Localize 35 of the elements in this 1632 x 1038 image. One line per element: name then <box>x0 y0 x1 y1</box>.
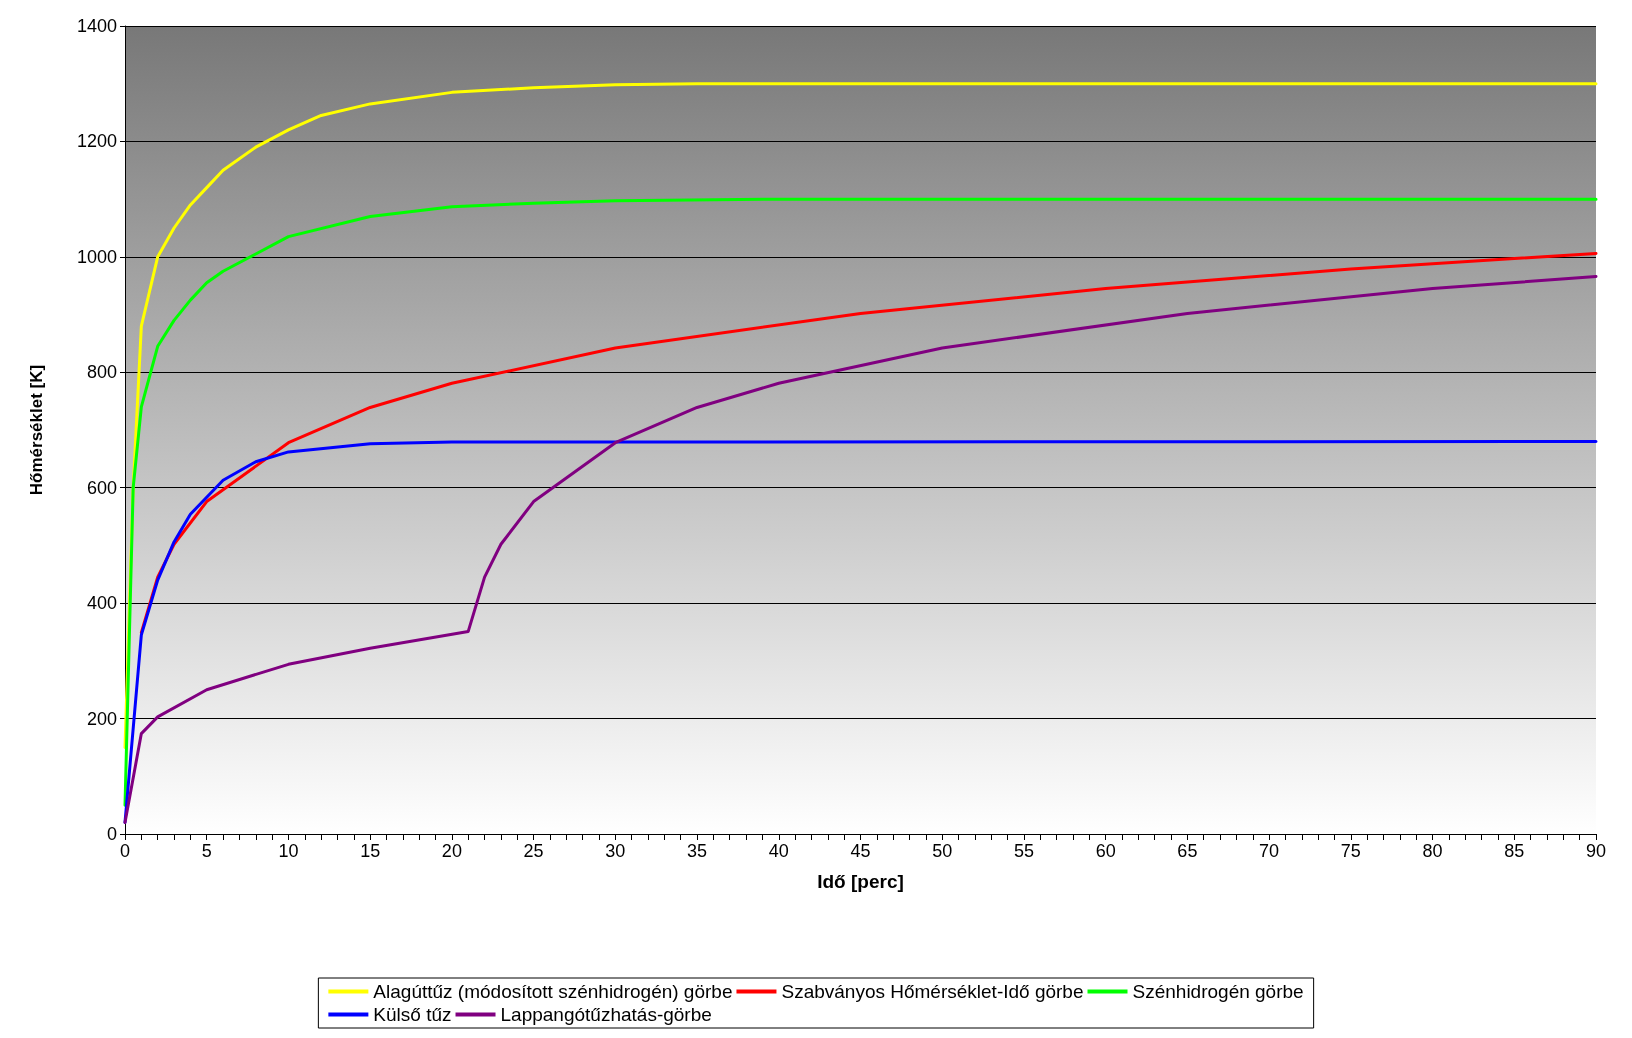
x-tick-label: 65 <box>1177 841 1198 861</box>
y-axis-title: Hőmérséklet [K] <box>27 364 46 496</box>
x-tick-label: 0 <box>119 841 131 861</box>
x-tick-label: 50 <box>932 841 953 861</box>
x-tick-label: 15 <box>360 841 381 861</box>
x-tick-label: 80 <box>1422 841 1443 861</box>
x-tick-label: 10 <box>278 841 299 861</box>
x-tick-label: 35 <box>687 841 708 861</box>
y-tick-label: 0 <box>106 824 117 844</box>
x-tick-label: 55 <box>1013 841 1034 861</box>
x-tick-label: 40 <box>768 841 789 861</box>
x-tick-label: 25 <box>523 841 544 861</box>
legend-label: Lappangótűzhatás-görbe <box>500 1004 712 1025</box>
y-tick-label: 800 <box>86 362 117 383</box>
x-tick-label: 5 <box>201 841 212 861</box>
y-tick-label: 1400 <box>76 16 117 36</box>
legend-label: Külső tűz <box>373 1004 452 1025</box>
legend-label: Alagúttűz (módosított szénhidrogén) görbe <box>373 981 733 1002</box>
x-axis-title: Idő [perc] <box>817 871 904 892</box>
line-series <box>139 251 1598 635</box>
x-tick-label: 75 <box>1340 841 1361 861</box>
legend-label: Szénhidrogén görbe <box>1132 981 1304 1002</box>
x-tick-label: 20 <box>441 841 462 861</box>
y-tick-label: 400 <box>86 593 117 614</box>
x-tick-label: 30 <box>605 841 626 861</box>
y-tick-label: 1000 <box>76 246 117 267</box>
y-tick-label: 600 <box>86 477 117 498</box>
x-tick-label: 90 <box>1585 841 1607 861</box>
y-tick-label: 200 <box>86 708 117 729</box>
legend-label: Szabványos Hőmérséklet-Idő görbe <box>781 981 1084 1002</box>
x-tick-label: 85 <box>1504 841 1525 861</box>
x-tick-label: 45 <box>850 841 871 861</box>
x-tick-label: 70 <box>1259 841 1280 861</box>
y-tick-label: 1200 <box>76 131 117 152</box>
x-tick-label: 60 <box>1095 841 1116 861</box>
